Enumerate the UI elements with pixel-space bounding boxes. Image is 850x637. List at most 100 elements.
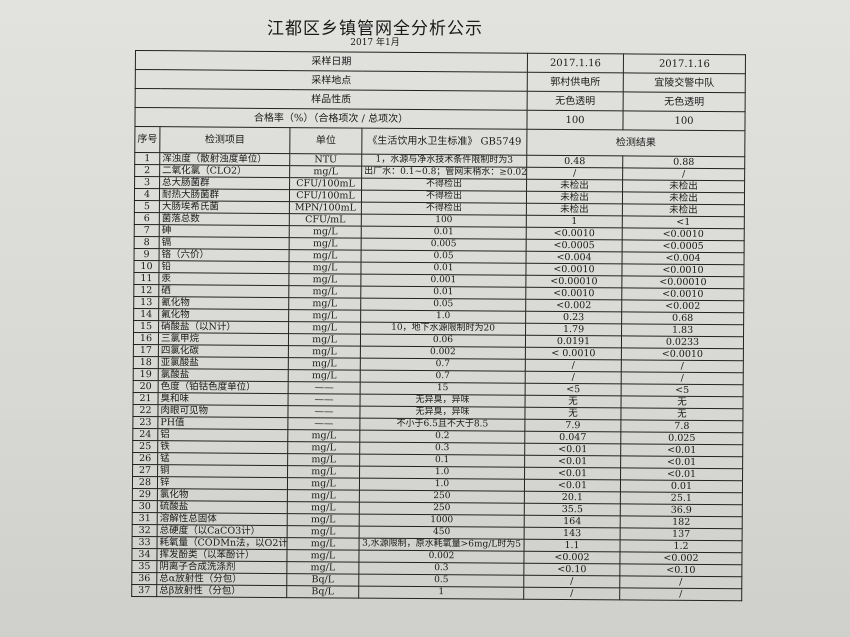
row-standard: 0.7 [360, 370, 526, 384]
row-result-site2: 36.9 [620, 503, 743, 517]
row-no: 37 [131, 584, 157, 597]
row-result-site2: <0.002 [619, 551, 743, 565]
row-result-site1: / [523, 587, 620, 600]
row-result-site1: 1 [526, 215, 623, 228]
row-result-site2: 7.8 [620, 419, 743, 433]
row-unit: mg/L [286, 561, 359, 575]
document-subtitle: 2017 年1月 [350, 38, 400, 48]
row-standard: 不得检出 [361, 178, 527, 192]
row-no: 4 [134, 188, 160, 201]
row-result-site2: <0.00010 [621, 275, 744, 289]
row-result-site2: <0.002 [621, 299, 744, 313]
row-result-site2: <0.0010 [621, 287, 744, 301]
row-no: 3 [134, 176, 160, 189]
row-result-site1: <0.01 [524, 467, 621, 480]
row-no: 24 [132, 428, 158, 441]
row-result-site2: 无 [620, 407, 744, 421]
row-standard: 1.0 [360, 310, 526, 324]
row-no: 26 [132, 452, 158, 465]
row-result-site1: 20.1 [524, 491, 621, 504]
row-item: 耐热大肠菌群 [159, 188, 290, 202]
row-standard: 250 [359, 490, 525, 504]
row-no: 29 [132, 488, 158, 501]
row-result-site1: < 0.0010 [525, 347, 622, 360]
row-unit: mg/L [289, 249, 362, 263]
row-unit: CFU/100mL [289, 177, 362, 191]
row-unit: mg/L [288, 333, 361, 347]
row-item: 氰化物 [158, 296, 289, 310]
row-item: 亚氯酸盐 [158, 356, 289, 370]
row-item: 镉 [159, 236, 290, 250]
row-unit: mg/L [286, 549, 360, 563]
header-unit: 单位 [289, 127, 362, 155]
row-result-site1: <0.01 [524, 479, 621, 492]
row-no: 33 [132, 536, 158, 549]
row-item: 氯化物 [157, 488, 288, 502]
row-unit: —— [287, 417, 360, 431]
row-no: 20 [133, 380, 159, 393]
header-result: 检测结果 [526, 129, 745, 157]
row-item: 肉眼可见物 [157, 404, 289, 418]
row-item: 二氧化氯（CLO2） [159, 164, 290, 178]
header-standard: 《生活饮用水卫生标准》 GB5749 [361, 128, 527, 156]
row-unit: mg/L [288, 285, 361, 299]
row-item: 铬（六价） [159, 248, 290, 262]
row-item: 汞 [158, 272, 289, 286]
row-result-site1: 0.047 [524, 431, 621, 444]
row-result-site1: / [526, 167, 623, 180]
row-result-site2: 182 [620, 515, 743, 529]
row-standard: 0.05 [361, 250, 527, 264]
row-unit: mg/L [287, 489, 360, 503]
row-item: 臭和味 [158, 392, 289, 406]
row-no: 12 [133, 284, 159, 297]
row-standard: 不得检出 [361, 190, 527, 204]
row-no: 16 [133, 332, 159, 345]
row-standard: 0.001 [360, 274, 526, 288]
row-unit: Bq/L [286, 573, 359, 587]
row-result-site2: <1 [622, 215, 745, 229]
header-item: 检测项目 [159, 126, 290, 154]
row-no: 36 [131, 572, 157, 585]
row-unit: mg/L [287, 453, 360, 467]
row-result-site1: 0.0191 [525, 335, 622, 348]
row-result-site1: / [525, 371, 622, 384]
row-standard: 0.3 [359, 442, 525, 456]
row-result-site2: <0.0010 [622, 227, 745, 241]
row-item: 氟化物 [158, 308, 289, 322]
row-no: 14 [133, 308, 159, 321]
row-result-site1: <0.002 [523, 551, 621, 564]
row-standard: 0.002 [360, 346, 526, 360]
row-unit: mg/L [288, 273, 361, 287]
row-result-site1: <0.0010 [525, 287, 622, 300]
row-result-site1: 7.9 [524, 419, 621, 432]
row-unit: mg/L [289, 225, 362, 239]
row-result-site2: 0.025 [620, 431, 743, 445]
row-item: 氯酸盐 [158, 368, 289, 382]
row-result-site1: 未检出 [526, 203, 623, 216]
row-no: 9 [134, 248, 160, 261]
row-result-site2: 1.2 [620, 539, 743, 553]
row-unit: mg/L [287, 537, 360, 551]
row-no: 13 [133, 296, 159, 309]
row-standard: 无异臭，异味 [360, 394, 526, 408]
row-unit: mg/L [289, 165, 362, 179]
row-item: 砷 [159, 224, 290, 238]
row-item: 浑浊度（散射浊度单位） [159, 152, 290, 166]
row-item: 铁 [157, 440, 288, 454]
row-no: 35 [131, 560, 157, 573]
row-standard: 0.06 [360, 334, 526, 348]
row-standard: 0.01 [361, 226, 527, 240]
analysis-table: 采样日期 2017.1.16 2017.1.16 采样地点 郭村供电所 宜陵交警… [131, 50, 746, 601]
row-unit: mg/L [288, 357, 361, 371]
row-standard: 1.0 [359, 478, 525, 492]
row-unit: mg/L [287, 525, 360, 539]
row-item: 硝酸盐（以N计） [158, 320, 289, 334]
row-result-site1: 1.79 [525, 323, 622, 336]
row-result-site2: 137 [620, 527, 743, 541]
row-item: 总α放射性（分包） [156, 572, 287, 586]
row-item: 铝 [157, 428, 288, 442]
meta-value-site2: 无色透明 [623, 91, 746, 112]
row-result-site1: <0.002 [525, 299, 622, 312]
row-result-site2: <0.0010 [621, 263, 745, 277]
row-result-site1: 164 [524, 515, 621, 528]
